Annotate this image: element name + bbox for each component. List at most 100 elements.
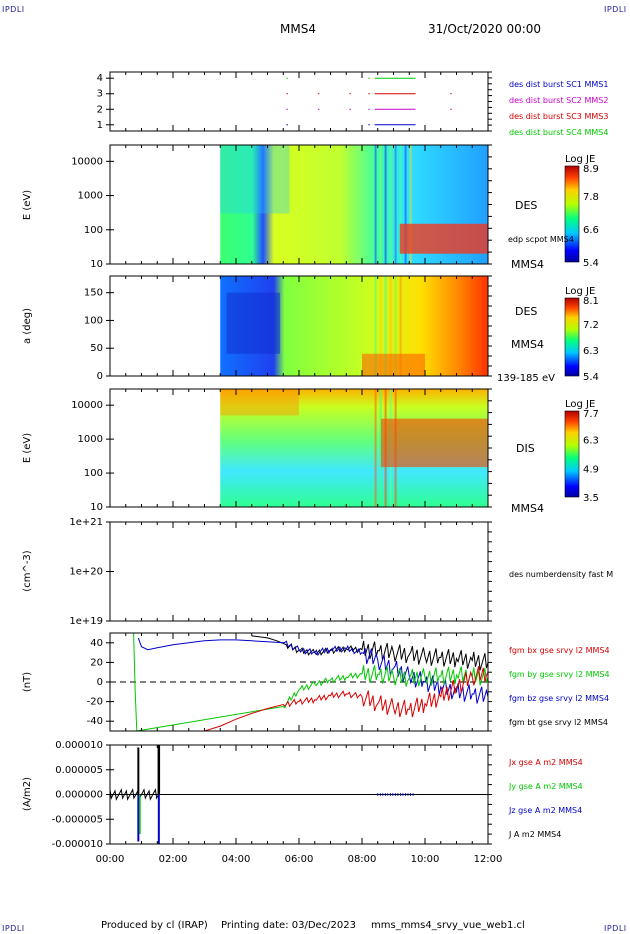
heatmap-hot-region — [399, 223, 488, 254]
y-tick-label: 1000 — [78, 434, 103, 445]
y-tick-label: 100 — [84, 315, 103, 326]
panel-frame — [109, 71, 489, 132]
y-tick-label: 100 — [84, 225, 103, 236]
heatmap-hot-region — [380, 418, 488, 468]
x-tick-label: 00:00 — [96, 854, 125, 865]
y-tick-label: -20 — [87, 697, 103, 708]
colorbar-tick-label: 6.3 — [583, 436, 599, 447]
colorbar-tick-label: 4.9 — [583, 464, 599, 475]
heatmap-stripe-des-pitch — [374, 276, 377, 376]
y-tick-label: -0.000010 — [52, 839, 103, 850]
colorbar-tick-label: 5.4 — [583, 258, 599, 269]
y-tick-label: 1 — [97, 120, 103, 131]
y-tick-label: 10 — [90, 259, 103, 270]
colorbar-tick-label: 5.4 — [583, 372, 599, 383]
y-tick-label: 0.000000 — [55, 790, 103, 801]
x-tick-label: 08:00 — [348, 854, 377, 865]
legend-entry: des numberdensity fast M — [509, 570, 613, 579]
y-tick-label: 4 — [97, 73, 103, 84]
y-tick-label: -0.000005 — [52, 814, 103, 825]
series-line — [133, 633, 488, 731]
legend-entry: Jz gse A m2 MMS4 — [508, 806, 582, 815]
panel-label: MMS4 — [511, 502, 544, 515]
y-axis-label: a (deg) — [22, 308, 33, 344]
x-tick-label: 10:00 — [411, 854, 440, 865]
y-tick-label: 3 — [97, 89, 103, 100]
y-tick-label: 0.000010 — [55, 740, 103, 751]
legend-entry: Jx gse A m2 MMS4 — [508, 758, 583, 767]
legend-entry: fgm bx gse srvy l2 MMS4 — [509, 646, 610, 655]
legend-entry: des dist burst SC4 MMS4 — [509, 128, 608, 137]
panel-label: edp scpot MMS4 — [508, 235, 574, 244]
heatmap-stripe-des-pitch — [379, 276, 382, 376]
heatmap-stripe-dis-energy — [374, 389, 377, 507]
footer-file: mms_mms4_srvy_vue_web1.cl — [371, 920, 525, 931]
legend-entry: des dist burst SC1 MMS1 — [509, 80, 608, 89]
legend-entry: fgm by gse srvy l2 MMS4 — [509, 670, 610, 679]
footer-produced-by: Produced by cl (IRAP) — [101, 920, 208, 931]
legend-entry: des dist burst SC2 MMS2 — [509, 96, 608, 105]
legend-entry: des dist burst SC3 MMS3 — [509, 112, 608, 121]
heatmap-stripe-des-energy — [399, 145, 402, 264]
panel-label: DES — [515, 305, 537, 318]
y-axis-label: (A/m2) — [22, 777, 33, 811]
heatmap-stripe-des-pitch — [384, 276, 387, 376]
heatmap-stripe-des-pitch — [399, 276, 402, 376]
heatmap-cool-region — [220, 145, 290, 214]
colorbar-title: Log JE — [565, 286, 595, 297]
x-tick-label: 04:00 — [222, 854, 251, 865]
spacecraft-title: MMS4 — [280, 22, 316, 36]
colorbar-title: Log JE — [565, 399, 595, 410]
panel-label: DES — [515, 199, 537, 212]
series-line — [109, 788, 160, 801]
heatmap-stripe-des-energy — [394, 145, 397, 264]
series-line — [204, 666, 488, 731]
colorbar-tick-label: 8.1 — [583, 296, 599, 307]
colorbar-tick-label: 6.3 — [583, 346, 599, 357]
x-tick-label: 02:00 — [159, 854, 188, 865]
legend-entry: J A m2 MMS4 — [508, 830, 561, 839]
panel-label: 139-185 eV — [497, 373, 555, 384]
heatmap-stripe-des-energy — [409, 145, 412, 264]
colorbar-tick-label: 7.2 — [583, 320, 599, 331]
multi-panel-plot: 1 2 3 4 10 100 1000 10000 0 50 100 150 10 100 1000 1000… — [22, 71, 613, 865]
y-tick-label: 40 — [90, 638, 103, 649]
corner-mark-bottom-right: IPDLI — [604, 924, 627, 933]
heatmap-stripe-dis-energy — [379, 389, 382, 507]
y-axis-label: (cm^-3) — [22, 550, 33, 591]
y-tick-label: 20 — [90, 657, 103, 668]
y-tick-label: 0 — [97, 677, 103, 688]
legend-entry: fgm bz gse srvy l2 MMS4 — [509, 694, 609, 703]
heatmap-stripe-des-pitch — [394, 276, 397, 376]
colorbar-tick-label: 7.8 — [583, 192, 599, 203]
colorbar-tick-label: 6.6 — [583, 225, 599, 236]
y-tick-label: 150 — [84, 288, 103, 299]
colorbar-tick-label: 8.9 — [583, 164, 599, 175]
y-tick-label: 0 — [97, 371, 103, 382]
colorbar — [564, 297, 580, 377]
y-tick-label: 10000 — [71, 156, 103, 167]
panel-label: DIS — [516, 442, 535, 455]
y-tick-label: 1e+19 — [69, 616, 103, 627]
colorbar-title: Log JE — [565, 154, 595, 165]
corner-mark-top-left: IPDLI — [2, 5, 25, 14]
y-axis-label: (nT) — [22, 672, 33, 692]
heatmap-stripe-des-energy — [374, 145, 377, 264]
y-tick-label: 0.000005 — [55, 765, 103, 776]
heatmap-hot-region — [362, 353, 425, 376]
heatmap-cool-region — [226, 292, 281, 354]
y-tick-label: 10000 — [71, 400, 103, 411]
heatmap-stripe-des-energy — [384, 145, 387, 264]
y-tick-label: 1e+20 — [69, 567, 103, 578]
y-tick-label: 50 — [90, 343, 103, 354]
footer-printing-date: Printing date: 03/Dec/2023 — [221, 920, 357, 931]
y-tick-label: 1e+21 — [69, 517, 103, 528]
colorbar-tick-label: 7.7 — [583, 409, 599, 420]
y-axis-label: E (eV) — [22, 190, 33, 220]
panel-frame — [109, 521, 489, 622]
heatmap-stripe-des-pitch — [389, 276, 392, 376]
y-tick-label: -40 — [87, 716, 103, 727]
panel-label: MMS4 — [511, 338, 544, 351]
y-axis-label: E (eV) — [22, 433, 33, 463]
y-tick-label: 10 — [90, 502, 103, 513]
